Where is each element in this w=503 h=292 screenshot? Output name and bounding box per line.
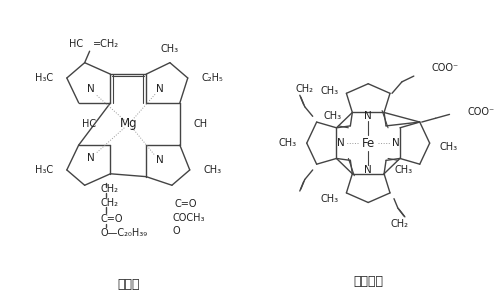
Text: C=O: C=O <box>101 214 123 224</box>
Text: COO⁻: COO⁻ <box>432 63 459 73</box>
Text: CH₂: CH₂ <box>101 184 119 194</box>
Text: CH₃: CH₃ <box>323 111 342 121</box>
Text: CH: CH <box>194 119 208 129</box>
Text: H₃C: H₃C <box>35 73 53 83</box>
Text: CH₃: CH₃ <box>320 194 339 204</box>
Text: C=O: C=O <box>175 199 197 209</box>
Text: CH₃: CH₃ <box>440 142 458 152</box>
Text: CH₃: CH₃ <box>161 44 179 54</box>
Text: H₃C: H₃C <box>35 165 53 175</box>
Text: Fe: Fe <box>362 137 375 150</box>
Text: CH₃: CH₃ <box>320 86 339 96</box>
Text: N: N <box>364 111 372 121</box>
Text: CH₂: CH₂ <box>391 219 409 229</box>
Text: CH₃: CH₃ <box>279 138 297 148</box>
Text: CH₂: CH₂ <box>101 199 119 208</box>
Text: CH₃: CH₃ <box>395 165 413 175</box>
Text: O: O <box>173 226 181 236</box>
Text: HC: HC <box>82 119 97 129</box>
Text: N: N <box>156 155 164 165</box>
Text: HC: HC <box>68 39 82 48</box>
Text: COO⁻: COO⁻ <box>467 107 494 117</box>
Text: CH₃: CH₃ <box>204 165 222 175</box>
Text: =CH₂: =CH₂ <box>93 39 119 48</box>
Text: COCH₃: COCH₃ <box>173 213 205 223</box>
Text: C₂H₅: C₂H₅ <box>202 73 223 83</box>
Text: N: N <box>337 138 345 148</box>
Text: N: N <box>364 165 372 175</box>
Text: N: N <box>87 84 95 95</box>
Text: CH₂: CH₂ <box>296 84 314 95</box>
Text: N: N <box>392 138 400 148</box>
Text: 叶绿素: 叶绿素 <box>117 278 139 291</box>
Text: 血红蛋白: 血红蛋白 <box>353 275 383 288</box>
Text: N: N <box>156 84 164 95</box>
Text: Mg: Mg <box>120 117 137 131</box>
Text: N: N <box>87 154 95 164</box>
Text: O—C₂₀H₃₉: O—C₂₀H₃₉ <box>101 228 148 238</box>
